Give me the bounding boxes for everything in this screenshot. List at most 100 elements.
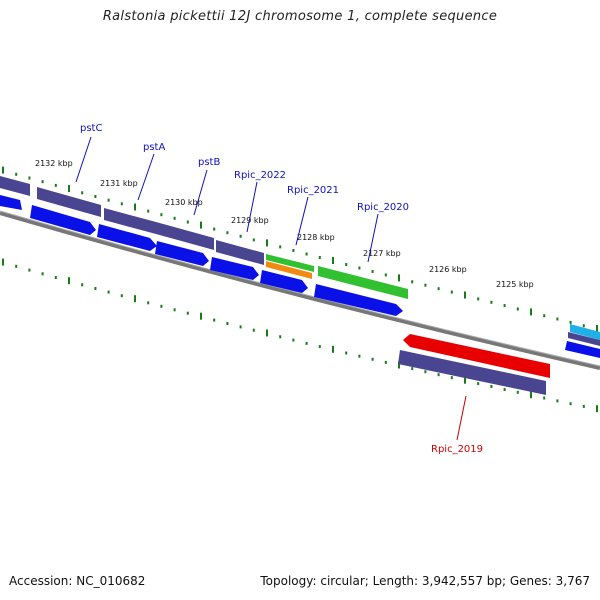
major-tick <box>2 166 4 174</box>
minor-tick <box>107 198 110 202</box>
minor-tick <box>120 202 123 206</box>
minor-tick <box>81 283 84 287</box>
minor-tick <box>503 388 506 391</box>
gene-labels: pstC pstA pstB Rpic_2022 Rpic_2021 Rpic_… <box>75 123 483 455</box>
major-tick <box>464 291 466 299</box>
minor-tick <box>371 357 374 361</box>
minor-tick <box>173 216 176 220</box>
minor-tick <box>15 264 18 268</box>
minor-tick <box>437 373 440 377</box>
minor-tick <box>252 328 255 332</box>
gene-arrow[interactable] <box>565 341 600 358</box>
minor-tick <box>516 390 519 394</box>
gene-features-reverse <box>398 334 550 395</box>
gene-arrow[interactable] <box>30 205 96 235</box>
minor-tick <box>239 325 242 329</box>
major-tick <box>530 308 532 316</box>
minor-tick <box>292 249 295 252</box>
minor-tick <box>279 245 282 249</box>
minor-tick <box>213 227 216 231</box>
minor-tick <box>120 294 123 298</box>
gene-feature[interactable] <box>0 176 30 196</box>
gene-feature-green[interactable] <box>318 266 408 299</box>
major-tick <box>266 239 268 247</box>
minor-tick <box>437 287 440 291</box>
minor-tick <box>450 376 453 380</box>
gene-label-rpic-2022[interactable]: Rpic_2022 <box>234 170 286 181</box>
accession-text: Accession: NC_010682 <box>9 574 146 588</box>
minor-tick <box>384 273 387 277</box>
minor-tick <box>450 290 453 294</box>
minor-tick <box>186 311 189 315</box>
minor-tick <box>226 231 229 235</box>
minor-tick <box>147 209 150 213</box>
gene-arrow[interactable] <box>155 241 209 266</box>
genome-stats-text: Topology: circular; Length: 3,942,557 bp… <box>260 574 590 588</box>
gene-arrow[interactable] <box>260 270 308 293</box>
gene-label-rpic-2021[interactable]: Rpic_2021 <box>287 185 339 196</box>
minor-tick <box>186 220 189 224</box>
major-tick <box>200 221 202 229</box>
minor-tick <box>569 320 572 324</box>
gene-feature[interactable] <box>398 350 546 395</box>
minor-tick <box>305 252 308 256</box>
gene-arrow[interactable] <box>210 257 259 280</box>
minor-tick <box>411 367 414 371</box>
gene-label-pstA[interactable]: pstA <box>143 142 165 153</box>
gene-feature[interactable] <box>156 222 214 250</box>
minor-tick <box>54 276 57 279</box>
gene-feature[interactable] <box>37 187 101 217</box>
major-tick <box>134 203 136 211</box>
minor-tick <box>292 338 295 342</box>
scale-label: 2128 kbp <box>297 233 335 242</box>
gene-label-pstC[interactable]: pstC <box>80 123 102 134</box>
minor-tick <box>41 180 44 184</box>
minor-tick <box>556 317 559 321</box>
major-tick <box>530 391 532 399</box>
minor-tick <box>28 268 31 272</box>
scale-label: 2129 kbp <box>231 216 269 225</box>
scale-labels: 2132 kbp 2131 kbp 2130 kbp 2129 kbp 2128… <box>35 159 534 289</box>
gene-arrow-red[interactable] <box>403 334 550 378</box>
minor-tick <box>94 195 97 198</box>
major-tick <box>266 329 268 337</box>
minor-tick <box>107 290 110 294</box>
minor-tick <box>345 263 348 266</box>
gene-feature-cyan[interactable] <box>570 324 600 340</box>
minor-tick <box>516 307 519 311</box>
minor-tick <box>424 370 427 374</box>
major-tick <box>332 345 334 353</box>
major-tick <box>398 361 400 369</box>
gene-label-rpic-2020[interactable]: Rpic_2020 <box>357 202 409 213</box>
scale-label: 2127 kbp <box>363 249 401 258</box>
gene-features-row1 <box>0 176 600 346</box>
gene-feature[interactable] <box>104 208 156 234</box>
minor-tick <box>477 382 480 386</box>
gene-label-pstB[interactable]: pstB <box>198 157 220 168</box>
minor-tick <box>556 399 559 403</box>
gene-label-rpic-2019[interactable]: Rpic_2019 <box>431 444 483 455</box>
minor-tick <box>160 304 163 308</box>
gene-feature-green[interactable] <box>266 254 314 272</box>
gene-arrow[interactable] <box>97 224 157 251</box>
gene-feature-orange[interactable] <box>266 261 312 279</box>
major-tick <box>200 312 202 320</box>
minor-tick <box>318 345 321 349</box>
major-tick <box>68 185 70 193</box>
major-tick <box>134 295 136 303</box>
minor-tick <box>345 351 348 355</box>
minor-tick <box>213 318 216 322</box>
gene-feature[interactable] <box>216 240 264 265</box>
minor-tick <box>543 396 546 400</box>
gene-features-row2 <box>0 195 600 358</box>
minor-tick <box>582 324 585 328</box>
scale-label: 2126 kbp <box>429 265 467 274</box>
upper-tick-row <box>2 166 598 332</box>
minor-tick <box>358 266 361 270</box>
gene-arrow[interactable] <box>314 284 403 316</box>
gene-arrow[interactable] <box>0 195 22 210</box>
minor-tick <box>81 191 84 195</box>
minor-tick <box>305 341 308 345</box>
gene-feature[interactable] <box>568 332 600 346</box>
